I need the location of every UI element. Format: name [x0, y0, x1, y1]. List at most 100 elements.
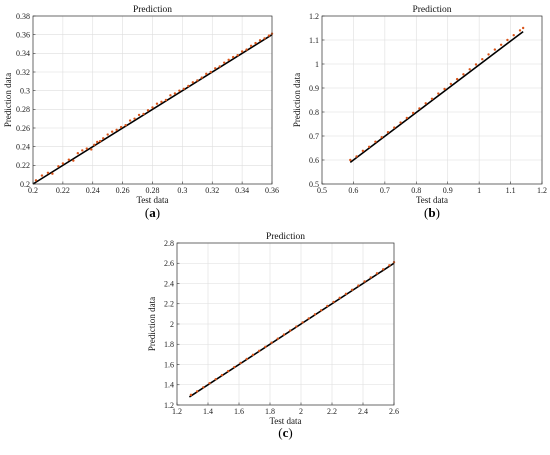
panel-b-x-tick-label: 0.6 — [348, 186, 358, 195]
panel-a-data-point — [231, 55, 235, 59]
panel-c-x-tick-label: 1.4 — [203, 407, 213, 416]
panel-a-data-point — [187, 84, 190, 88]
panel-c-data-point — [319, 309, 323, 312]
panel-b-data-point — [361, 149, 365, 153]
panel-a-x-tick-label: 0.24 — [86, 186, 100, 195]
panel-c-data-point — [332, 300, 335, 304]
panel-b-data-point — [468, 68, 471, 71]
panel-b-data-point — [455, 77, 459, 81]
panel-c-data-point — [388, 264, 391, 267]
panel-b-x-tick-label: 0.9 — [443, 186, 453, 195]
panel-a-x-tick-label: 0.36 — [265, 186, 279, 195]
panel-c-x-tick-label: 1.2 — [172, 407, 182, 416]
panel-a-data-point — [99, 139, 102, 143]
panel-c-data-point — [375, 272, 379, 275]
panel-b-data-point — [393, 126, 396, 129]
panel-c-data-point — [202, 386, 205, 389]
panel-b-data-point — [449, 82, 453, 86]
panel-a-x-tick-label: 0.28 — [146, 186, 160, 195]
panel-c-x-tick-label: 2.4 — [358, 407, 368, 416]
panel-a-data-point — [263, 37, 266, 40]
panel-b-data-point — [474, 63, 478, 66]
panel-a-data-point — [169, 94, 172, 97]
panel-b-data-point — [411, 111, 415, 115]
panel-b-data-point — [418, 107, 421, 110]
panel-c-x-tick-label: 2.6 — [389, 407, 399, 416]
panel-b-y-tick-label: 0.6 — [309, 156, 319, 165]
panel-c-data-point — [369, 276, 372, 279]
panel-a-y-tick-label: 0.32 — [16, 68, 30, 77]
panel-c-data-point — [326, 304, 329, 308]
panel-c-data-point — [295, 325, 298, 328]
panel-c-data-point — [220, 373, 224, 377]
panel-c-data-point — [257, 349, 261, 353]
panel-a-x-axis-label: Test data — [136, 195, 168, 205]
panel-c-data-point — [350, 288, 354, 291]
panel-b-y-tick-label: 0.7 — [309, 132, 319, 141]
panel-a-data-point — [102, 137, 105, 140]
panel-a-data-point — [137, 113, 141, 117]
panel-c-y-tick-label: 2.8 — [164, 239, 174, 248]
panel-c-data-point — [195, 390, 199, 393]
panel-b-data-point — [518, 29, 522, 32]
panel-c-x-tick-label: 2.2 — [327, 407, 337, 416]
panel-a-data-point — [218, 65, 221, 68]
panel-c-data-point — [276, 337, 279, 340]
panel-b-x-tick-label: 1.1 — [506, 186, 516, 195]
panel-a-data-point — [85, 147, 88, 150]
panel-a-x-tick-label: 0.2 — [28, 186, 38, 195]
panel-b-data-point — [430, 97, 434, 101]
panel-a-title: Prediction — [133, 5, 172, 15]
panel-b-title: Prediction — [412, 5, 451, 15]
panel-a-data-point — [96, 140, 99, 144]
panel-a-data-point — [227, 58, 230, 62]
panel-c-y-tick-label: 2.6 — [164, 259, 174, 268]
panel-c-data-point — [313, 313, 317, 316]
panel-a-data-point — [90, 148, 93, 151]
panel-a-data-point — [214, 67, 217, 70]
panel-a-data-point — [115, 128, 118, 132]
panel-c-y-tick-label: 2 — [170, 320, 174, 329]
panel-b-x-tick-label: 0.5 — [317, 186, 327, 195]
panel-a-data-point — [124, 124, 127, 127]
panel-a-data-point — [81, 149, 84, 152]
panel-a-data-point — [223, 61, 226, 64]
panel-a-data-point — [258, 39, 262, 42]
panel-c-data-point — [233, 365, 236, 369]
panel-a-data-point — [178, 89, 181, 92]
panel-c-data-point — [189, 393, 193, 397]
panel-b-y-axis-label: Prediction data — [292, 73, 302, 127]
panel-c-title: Prediction — [266, 232, 305, 242]
panel-c-y-tick-label: 1.6 — [164, 360, 174, 369]
panel-b-data-point — [405, 116, 409, 120]
panel-a-data-point — [267, 34, 271, 37]
panel-b-data-point — [443, 87, 446, 91]
panel-b-data-point — [481, 58, 484, 61]
panel-c-x-tick-label: 2 — [299, 407, 303, 416]
panel-b-data-point — [506, 38, 509, 42]
panel-b-data-point — [374, 140, 377, 143]
panel-a-x-tick-label: 0.3 — [177, 186, 187, 195]
panel-c-data-point — [288, 329, 292, 332]
panel-a-data-point — [142, 112, 145, 116]
panel-b-x-tick-label: 0.8 — [411, 186, 421, 195]
panel-c-x-tick-label: 1.8 — [265, 407, 275, 416]
panel-b-axes-box — [321, 15, 543, 185]
panel-a-y-axis-label: Prediction data — [3, 73, 13, 127]
panel-a-data-point — [164, 98, 168, 102]
panel-b-data-point — [493, 48, 497, 51]
panel-a-x-tick-label: 0.32 — [205, 186, 219, 195]
panel-c-data-point — [245, 357, 248, 361]
panel-a-y-tick-label: 0.22 — [16, 161, 30, 170]
panel-a-y-tick-label: 0.38 — [16, 12, 30, 21]
panel-c-data-point — [363, 280, 366, 283]
panel-b-data-point — [399, 121, 402, 124]
panel-c-fit-line — [188, 262, 395, 398]
panel-a-data-point — [191, 81, 195, 84]
panel-a-y-tick-label: 0.3 — [20, 86, 30, 95]
panel-c-y-tick-label: 1.4 — [164, 381, 174, 390]
panel-a-data-point — [67, 158, 71, 161]
panel-b-data-point — [437, 92, 440, 95]
panel-b-x-tick-label: 1.2 — [537, 186, 547, 195]
panel-a-y-tick-label: 0.24 — [16, 142, 30, 151]
